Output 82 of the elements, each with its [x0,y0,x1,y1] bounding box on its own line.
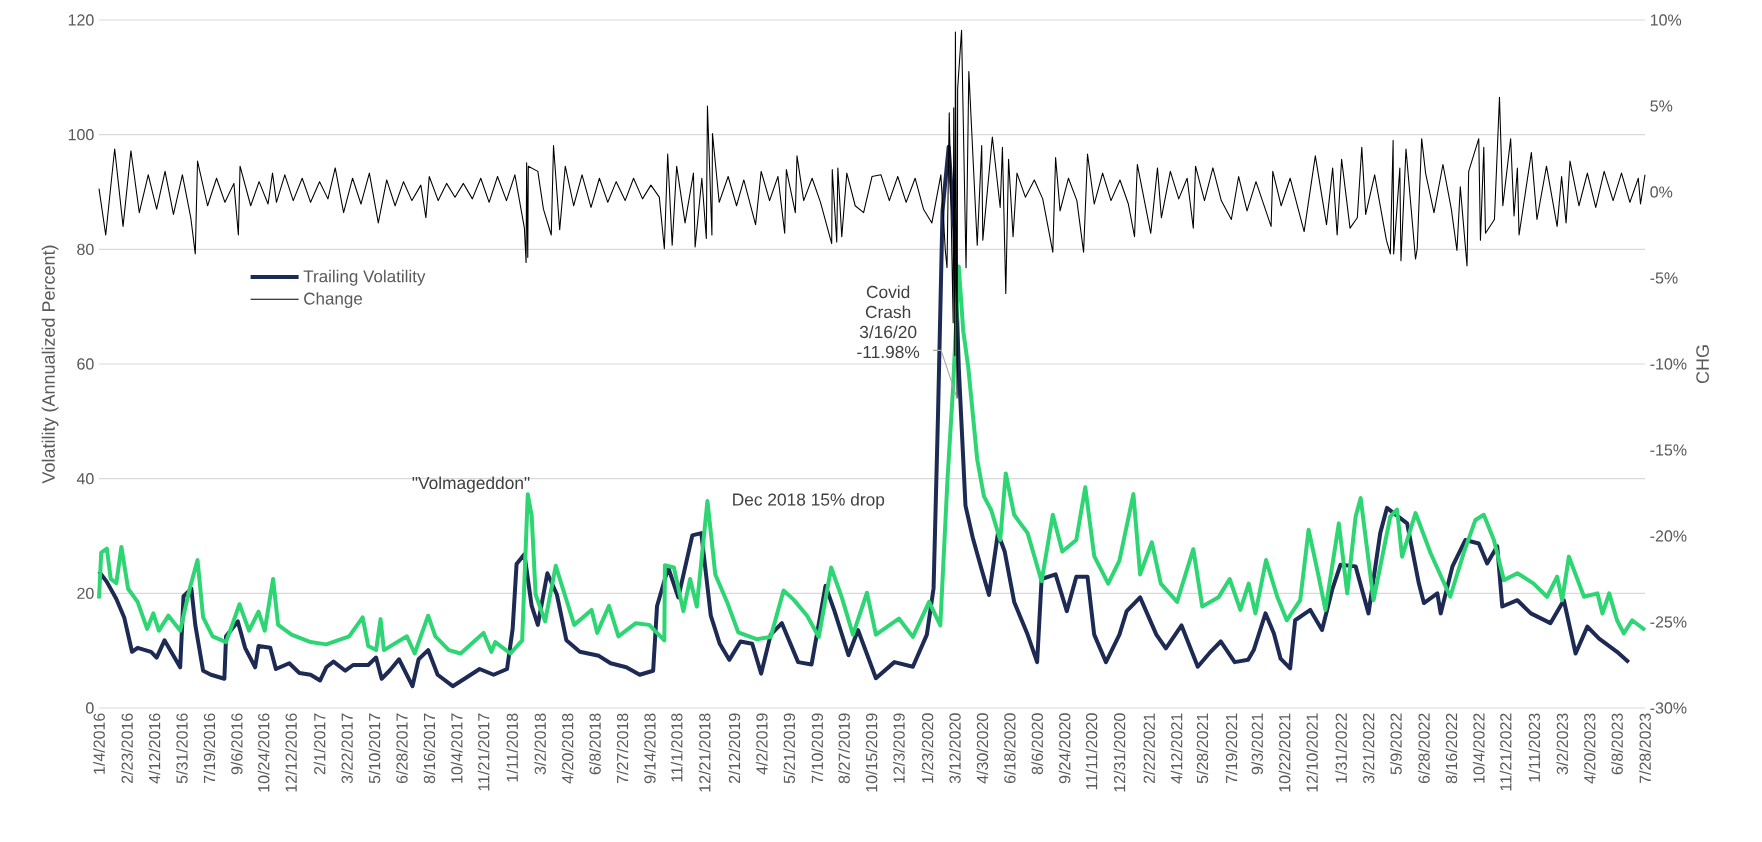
x-tick-label: 11/11/2020 [1085,713,1098,790]
x-tick-label: 10/15/2019 [865,713,878,792]
y2-tick-label: 0% [1650,186,1673,198]
x-tick-label: 2/23/2016 [121,713,133,784]
x-tick-label: 6/8/2023 [1611,713,1623,775]
x-tick-label: 11/21/2022 [1499,713,1512,791]
y-tick-label: 0 [86,702,94,714]
x-tick-label: 7/27/2018 [616,713,629,784]
x-tick-label: 12/3/2019 [893,713,905,783]
x-tick-label: 7/10/2019 [811,713,824,784]
x-tick-label: 8/16/2022 [1445,713,1458,784]
y-axis-title: Volatility (Annualized Percent) [41,245,59,484]
x-tick-label: 8/6/2020 [1031,713,1043,775]
x-tick-label: 4/12/2016 [148,713,161,784]
x-tick-label: 3/21/2022 [1362,713,1375,784]
x-tick-label: 10/24/2016 [257,713,270,792]
y-tick-label: 80 [77,243,94,255]
x-tick-label: 8/27/2019 [838,713,850,784]
x-tick-label: 7/19/2016 [203,713,216,784]
y2-tick-label: -15% [1650,444,1687,456]
x-tick-label: 2/12/2019 [728,713,741,784]
x-tick-label: 1/31/2022 [1335,713,1347,783]
y-tick-label: 40 [76,473,94,485]
x-tick-label: 9/24/2020 [1058,713,1071,784]
x-tick-label: 5/31/2016 [175,713,188,784]
x-tick-label: 8/16/2017 [423,713,436,784]
x-tick-label: 12/12/2016 [285,713,297,792]
annotation: Dec 2018 15% drop [733,492,885,510]
x-tick-label: 4/20/2023 [1583,713,1596,784]
x-tick-label: 12/21/2018 [698,713,711,792]
x-tick-label: 12/10/2021 [1306,713,1318,792]
x-tick-label: 12/31/2020 [1113,713,1126,792]
x-tick-label: 6/28/2017 [395,713,408,784]
y2-tick-label: -30% [1650,702,1687,714]
x-tick-label: 2/22/2021 [1143,713,1155,784]
y2-tick-label: -10% [1650,358,1687,370]
x-tick-label: 4/12/2021 [1170,713,1183,784]
x-tick-label: 9/6/2016 [230,713,243,775]
x-tick-label: 3/22/2017 [341,713,353,784]
y2-tick-label: -25% [1650,616,1687,628]
x-tick-label: 4/2/2019 [755,713,768,775]
x-tick-label: 7/19/2021 [1225,713,1238,784]
x-tick-label: 11/21/2017 [477,713,490,791]
x-tick-label: 1/4/2016 [93,713,105,774]
x-tick-label: 10/22/2021 [1278,713,1291,792]
x-tick-label: 5/9/2022 [1390,713,1402,775]
x-tick-label: 4/20/2018 [561,713,574,784]
y2-tick-label: -20% [1650,530,1687,542]
x-tick-label: 10/4/2022 [1472,713,1485,783]
line-series [98,29,1646,399]
annotation: Covid Crash 3/16/20 -11.98% [857,285,920,359]
x-tick-label: 1/11/2018 [506,713,518,782]
y2-tick-label: 5% [1650,100,1673,112]
y2-axis-title: CHG [1696,345,1709,384]
x-tick-label: 10/4/2017 [450,713,463,783]
y-tick-label: 20 [77,587,94,599]
y2-tick-label: -5% [1650,272,1678,284]
x-tick-label: 6/8/2018 [589,713,601,775]
x-tick-label: 4/30/2020 [976,713,989,784]
y-tick-label: 120 [68,14,94,26]
x-tick-label: 6/28/2022 [1418,713,1430,784]
legend-label: Trailing Volatility [303,269,426,286]
x-tick-label: 5/10/2017 [368,713,381,784]
x-tick-label: 1/11/2023 [1528,713,1541,782]
legend-label: Change [304,292,363,308]
x-tick-label: 7/28/2023 [1639,713,1651,784]
x-tick-label: 9/3/2021 [1251,713,1263,775]
x-tick-label: 3/12/2020 [948,713,961,784]
line-series [97,264,1648,656]
y-tick-label: 100 [68,129,94,141]
y-tick-label: 60 [77,358,94,370]
annotation: "Volmageddon" [412,476,530,493]
y2-tick-label: 10% [1650,14,1682,26]
x-tick-label: 1/23/2020 [921,713,934,783]
x-tick-label: 3/2/2023 [1556,713,1569,775]
x-tick-label: 2/1/2017 [313,713,326,775]
x-tick-label: 9/14/2018 [643,713,656,784]
x-tick-label: 5/28/2021 [1196,713,1209,784]
x-tick-label: 3/2/2018 [534,713,546,775]
x-tick-label: 11/1/2018 [670,713,683,782]
x-tick-label: 5/21/2019 [783,713,796,784]
x-tick-label: 6/18/2020 [1003,713,1016,784]
